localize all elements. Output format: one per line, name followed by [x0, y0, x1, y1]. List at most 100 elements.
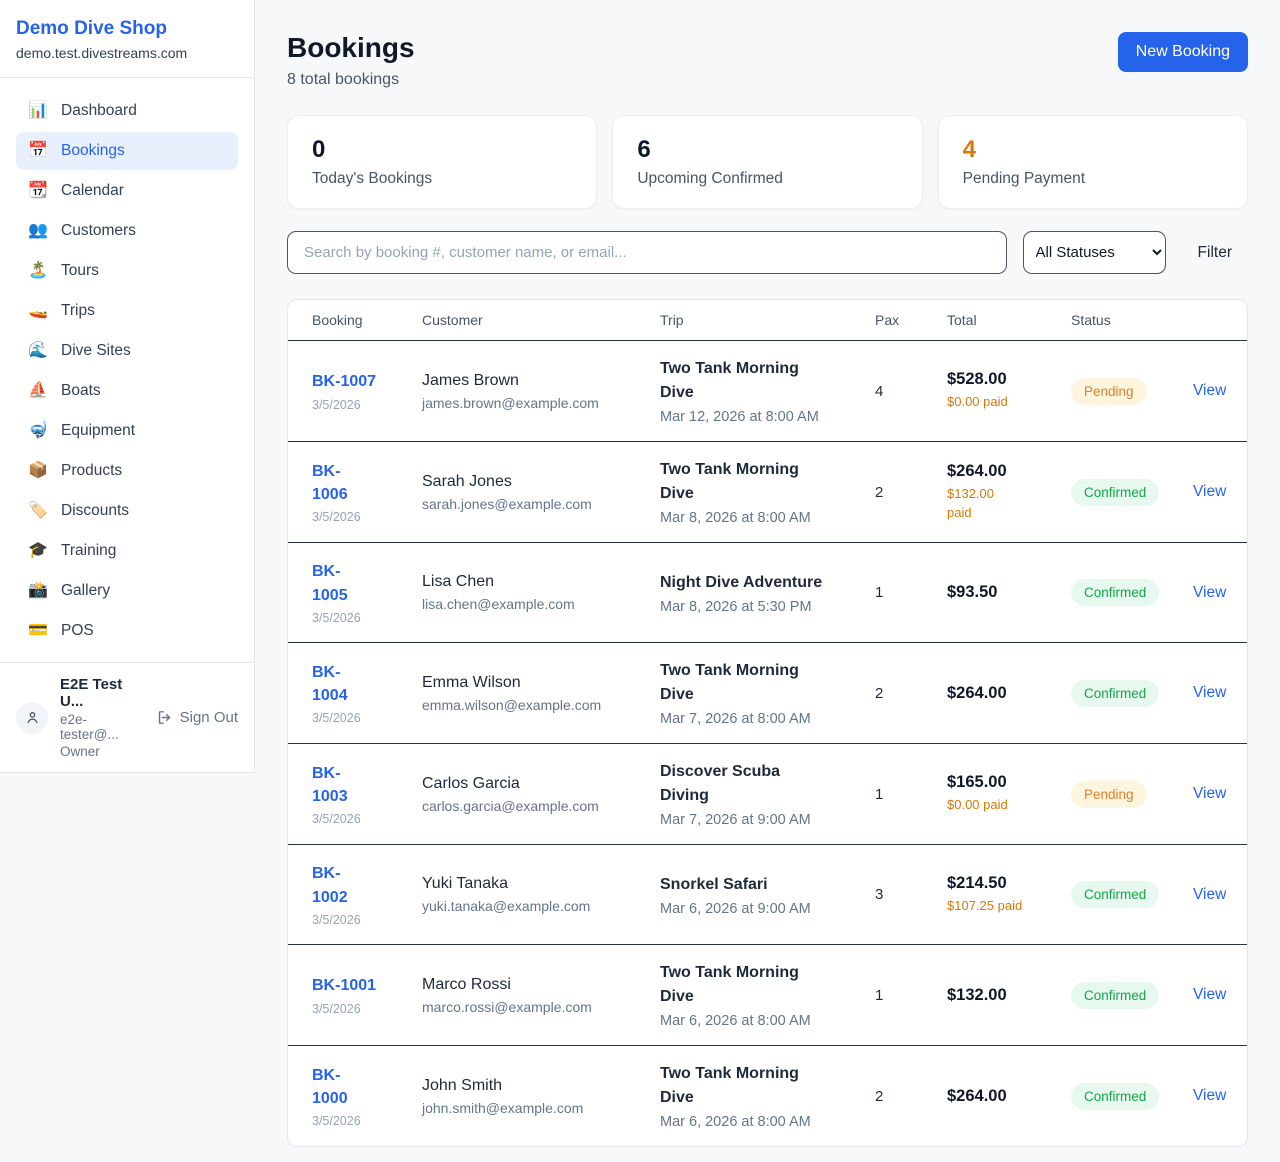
pax-count: 4 — [875, 382, 884, 400]
table-row: BK- 1005 3/5/2026 Lisa Chen lisa.chen@exa… — [288, 543, 1247, 643]
trip-name: Night Dive Adventure — [660, 573, 823, 591]
search-input[interactable] — [287, 231, 1007, 274]
sidebar-item-discounts[interactable]: 🏷️ Discounts — [16, 492, 238, 530]
booking-id-link[interactable]: BK- 1000 — [312, 1066, 348, 1107]
brand-title[interactable]: Demo Dive Shop — [16, 18, 167, 39]
trip-datetime: Mar 6, 2026 at 8:00 AM — [660, 1114, 811, 1130]
trip-name: Two Tank Morning Dive — [660, 964, 799, 1005]
view-link[interactable]: View — [1193, 583, 1227, 601]
sidebar-item-calendar[interactable]: 📆 Calendar — [16, 172, 238, 210]
customer-name: James Brown — [422, 371, 519, 389]
status-badge: Confirmed — [1071, 881, 1160, 908]
trip-name: Two Tank Morning Dive — [660, 1065, 799, 1106]
sidebar-item-label: Trips — [61, 302, 95, 319]
sidebar-item-products[interactable]: 📦 Products — [16, 452, 238, 490]
trip-name: Discover Scuba Diving — [660, 763, 781, 804]
customers-people-icon: 👥 — [28, 222, 48, 239]
pax-count: 2 — [875, 1087, 884, 1105]
total-amount: $93.50 — [947, 583, 998, 601]
booking-date: 3/5/2026 — [312, 610, 361, 625]
customer-name: Yuki Tanaka — [422, 875, 508, 892]
booking-date: 3/5/2026 — [312, 397, 361, 412]
trip-datetime: Mar 6, 2026 at 8:00 AM — [660, 1013, 811, 1029]
customer-email: lisa.chen@example.com — [422, 596, 575, 612]
view-link[interactable]: View — [1193, 785, 1227, 802]
sidebar-item-trips[interactable]: 🚤 Trips — [16, 292, 238, 330]
sidebar-item-pos[interactable]: 💳 POS — [16, 612, 238, 650]
status-badge: Confirmed — [1071, 478, 1160, 506]
table-body: BK-1007 3/5/2026 James Brown james.brown… — [288, 341, 1247, 1146]
status-badge: Confirmed — [1071, 579, 1160, 606]
sidebar-item-bookings[interactable]: 📅 Bookings — [16, 132, 238, 170]
sign-out-label: Sign Out — [179, 709, 238, 726]
table-row: BK- 1004 3/5/2026 Emma Wilson emma.wilson… — [288, 643, 1247, 744]
view-link[interactable]: View — [1193, 382, 1227, 399]
dive-sites-wave-icon: 🌊 — [28, 342, 48, 359]
sidebar-item-dive-sites[interactable]: 🌊 Dive Sites — [16, 332, 238, 370]
booking-date: 3/5/2026 — [312, 1114, 361, 1129]
sidebar-item-equipment[interactable]: 🤿 Equipment — [16, 412, 238, 450]
paid-amount: $132.00 paid — [947, 486, 994, 520]
sidebar-item-tours[interactable]: 🏝️ Tours — [16, 252, 238, 290]
view-link[interactable]: View — [1193, 1087, 1227, 1104]
customer-email: carlos.garcia@example.com — [422, 797, 599, 814]
user-email: e2e-tester@... — [60, 712, 119, 742]
booking-id-link[interactable]: BK-1007 — [312, 373, 377, 391]
customer-name: John Smith — [422, 1076, 503, 1094]
status-badge: Confirmed — [1071, 981, 1160, 1009]
booking-id-link[interactable]: BK- 1003 — [312, 764, 348, 805]
customer-email: james.brown@example.com — [422, 394, 599, 411]
status-badge: Confirmed — [1071, 1082, 1160, 1110]
stat-card-upcoming-confirmed: 6 Upcoming Confirmed — [612, 115, 923, 209]
booking-date: 3/5/2026 — [312, 711, 361, 726]
booking-id-link[interactable]: BK-1001 — [312, 977, 377, 995]
view-link[interactable]: View — [1193, 483, 1227, 500]
trip-name: Two Tank Morning Dive — [660, 461, 799, 502]
new-booking-button[interactable]: New Booking — [1117, 32, 1248, 72]
customer-email: marco.rossi@example.com — [422, 998, 592, 1015]
sidebar-item-training[interactable]: 🎓 Training — [16, 532, 238, 570]
paid-amount: $0.00 paid — [947, 797, 1008, 813]
sidebar-item-label: Calendar — [61, 182, 124, 199]
sidebar-item-label: Training — [61, 542, 117, 559]
sidebar-item-customers[interactable]: 👥 Customers — [16, 212, 238, 250]
sidebar-item-gallery[interactable]: 📸 Gallery — [16, 572, 238, 610]
equipment-dive-mask-icon: 🤿 — [28, 422, 48, 439]
customer-name: Marco Rossi — [422, 975, 511, 993]
status-badge: Confirmed — [1071, 679, 1160, 707]
bookings-calendar-icon: 📅 — [28, 142, 48, 159]
table-row: BK- 1006 3/5/2026 Sarah Jones sarah.jones… — [288, 442, 1247, 543]
column-header-pax: Pax — [875, 312, 900, 328]
view-link[interactable]: View — [1193, 986, 1227, 1003]
total-amount: $165.00 — [947, 773, 1007, 792]
user-role: Owner — [60, 744, 100, 759]
trip-datetime: Mar 12, 2026 at 8:00 AM — [660, 409, 819, 425]
booking-id-link[interactable]: BK- 1005 — [312, 563, 348, 604]
customer-name: Lisa Chen — [422, 573, 495, 590]
booking-id-link[interactable]: BK- 1004 — [312, 663, 348, 704]
booking-id-link[interactable]: BK- 1002 — [312, 865, 348, 906]
status-select[interactable]: All Statuses — [1022, 231, 1166, 274]
brand-domain: demo.test.divestreams.com — [16, 45, 188, 61]
status-badge: Pending — [1071, 377, 1147, 405]
view-link[interactable]: View — [1193, 885, 1227, 903]
sidebar-item-label: Products — [61, 462, 123, 479]
pax-count: 2 — [875, 483, 884, 501]
booking-date: 3/5/2026 — [312, 812, 361, 827]
column-header-customer: Customer — [422, 312, 483, 328]
stats-row: 0 Today's Bookings 6 Upcoming Confirmed … — [287, 115, 1248, 209]
sidebar-item-label: Customers — [61, 222, 136, 239]
customer-name: Emma Wilson — [422, 673, 521, 691]
sidebar-item-label: Dashboard — [61, 102, 137, 119]
pax-count: 1 — [875, 584, 884, 601]
sidebar-item-dashboard[interactable]: 📊 Dashboard — [16, 92, 238, 130]
view-link[interactable]: View — [1193, 684, 1227, 701]
sidebar-nav: 📊 Dashboard 📅 Bookings 📆 Calendar 👥 Cust… — [0, 78, 254, 662]
discounts-tag-icon: 🏷️ — [28, 502, 48, 519]
booking-id-link[interactable]: BK- 1006 — [312, 462, 348, 503]
sign-out-button[interactable]: Sign Out — [156, 709, 238, 726]
stat-label: Upcoming Confirmed — [637, 170, 783, 187]
trip-datetime: Mar 6, 2026 at 9:00 AM — [660, 900, 811, 917]
user-section: E2E Test U... e2e-tester@... Owner Sign … — [0, 662, 254, 772]
sidebar-item-boats[interactable]: ⛵ Boats — [16, 372, 238, 410]
